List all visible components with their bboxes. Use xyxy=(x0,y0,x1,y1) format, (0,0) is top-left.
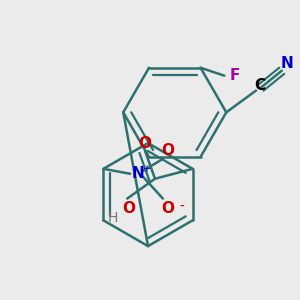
Text: C: C xyxy=(254,78,266,93)
Text: +: + xyxy=(142,164,150,174)
Text: -: - xyxy=(179,200,184,214)
Text: H: H xyxy=(107,212,118,225)
Text: O: O xyxy=(161,201,174,216)
Text: O: O xyxy=(139,136,152,151)
Text: N: N xyxy=(132,166,145,181)
Text: O: O xyxy=(123,201,136,216)
Text: O: O xyxy=(161,143,174,158)
Text: N: N xyxy=(280,56,293,71)
Text: F: F xyxy=(230,68,240,83)
